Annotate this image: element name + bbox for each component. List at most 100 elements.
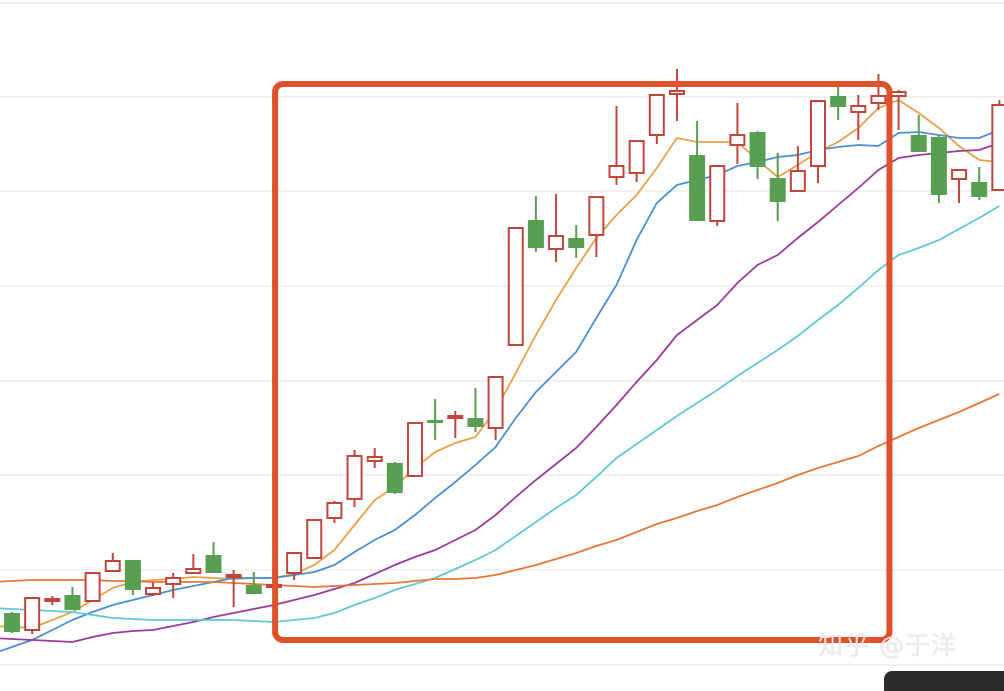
candle-body xyxy=(951,169,968,180)
candle-up xyxy=(850,95,867,140)
candle-down xyxy=(568,225,585,258)
candle-up xyxy=(668,69,685,121)
candle-down xyxy=(689,121,706,221)
candle-body xyxy=(124,560,141,590)
candle-body xyxy=(386,463,403,493)
candle-body xyxy=(850,105,867,113)
candle-body xyxy=(930,137,947,195)
candle-body xyxy=(507,227,524,346)
candle-body xyxy=(225,574,242,578)
candle-body xyxy=(245,585,262,594)
candle-body xyxy=(145,587,162,595)
candle-down xyxy=(205,542,222,573)
candle-body xyxy=(306,519,323,559)
candle-body xyxy=(628,140,645,174)
candle-up xyxy=(709,165,726,226)
candle-body xyxy=(910,135,927,152)
candle-up xyxy=(185,554,202,574)
candle-up xyxy=(870,74,887,110)
candle-up xyxy=(810,100,826,183)
candle-up xyxy=(447,411,464,438)
candle-body xyxy=(830,96,847,107)
candle-body xyxy=(487,376,504,429)
candle-up xyxy=(407,422,423,477)
ma-line-4 xyxy=(0,205,1000,623)
candle-up xyxy=(890,90,907,130)
candle-down xyxy=(527,196,544,252)
candle-up xyxy=(548,194,565,262)
watermark: 知乎 @于洋 xyxy=(818,631,957,660)
candle-down xyxy=(971,167,988,200)
candle-down xyxy=(769,153,786,221)
candle-body xyxy=(689,155,706,221)
candle-body xyxy=(44,598,61,602)
candle-down xyxy=(427,399,444,440)
candle-body xyxy=(548,235,565,250)
candle-body xyxy=(24,597,41,631)
candle-body xyxy=(165,577,182,585)
candle-down xyxy=(245,572,262,594)
candle-up xyxy=(346,450,363,507)
candle-down xyxy=(467,388,484,432)
candle-up xyxy=(306,519,323,559)
candle-body xyxy=(608,165,625,178)
candle-body xyxy=(729,134,746,146)
candle-body xyxy=(84,572,101,602)
candle-up xyxy=(648,94,665,144)
candle-body xyxy=(326,502,343,519)
ma-line-3 xyxy=(0,142,1000,643)
candles xyxy=(4,69,1004,634)
corner-overlay xyxy=(884,671,1004,691)
candle-body xyxy=(346,455,363,500)
candle-body xyxy=(185,568,202,574)
candle-up xyxy=(507,227,524,346)
candle-body xyxy=(527,220,544,248)
candle-body xyxy=(991,104,1004,191)
candle-down xyxy=(64,587,81,610)
candle-down xyxy=(4,612,20,633)
candle-up xyxy=(789,146,806,192)
candle-body xyxy=(467,418,484,427)
candle-body xyxy=(568,238,585,248)
candle-body xyxy=(588,196,605,236)
candle-body xyxy=(407,422,423,477)
candle-body xyxy=(205,555,222,573)
candle-down xyxy=(930,135,947,203)
candle-up xyxy=(628,140,645,182)
ma-line-5 xyxy=(0,393,1000,588)
gridlines xyxy=(0,2,1004,666)
candle-body xyxy=(668,90,685,95)
candle-body xyxy=(366,456,383,462)
ma-line-1 xyxy=(0,98,1000,629)
candle-down xyxy=(830,87,847,120)
candle-down xyxy=(386,462,403,494)
candle-body xyxy=(709,165,726,222)
candle-down xyxy=(749,131,766,179)
candle-body xyxy=(971,182,988,197)
candle-body xyxy=(890,91,907,97)
candle-body xyxy=(648,94,665,136)
candle-up xyxy=(225,570,242,607)
candle-body xyxy=(870,95,887,104)
candle-body xyxy=(286,552,303,574)
candle-up xyxy=(366,448,383,468)
highlight-box xyxy=(272,81,893,643)
candle-up xyxy=(951,169,968,203)
candle-body xyxy=(64,595,81,610)
candle-up xyxy=(286,552,303,580)
candle-up xyxy=(487,376,504,440)
candle-up xyxy=(991,100,1004,191)
moving-average-lines xyxy=(0,98,1000,653)
candle-down xyxy=(124,560,141,595)
candle-up xyxy=(104,553,121,572)
candle-body xyxy=(447,415,464,419)
candle-up xyxy=(588,196,605,257)
candle-body xyxy=(810,100,826,167)
candle-body xyxy=(104,560,121,572)
candle-up xyxy=(729,103,746,164)
candle-up xyxy=(84,572,101,602)
candle-body xyxy=(749,132,766,167)
candle-up xyxy=(24,597,41,634)
candle-up xyxy=(145,582,162,596)
